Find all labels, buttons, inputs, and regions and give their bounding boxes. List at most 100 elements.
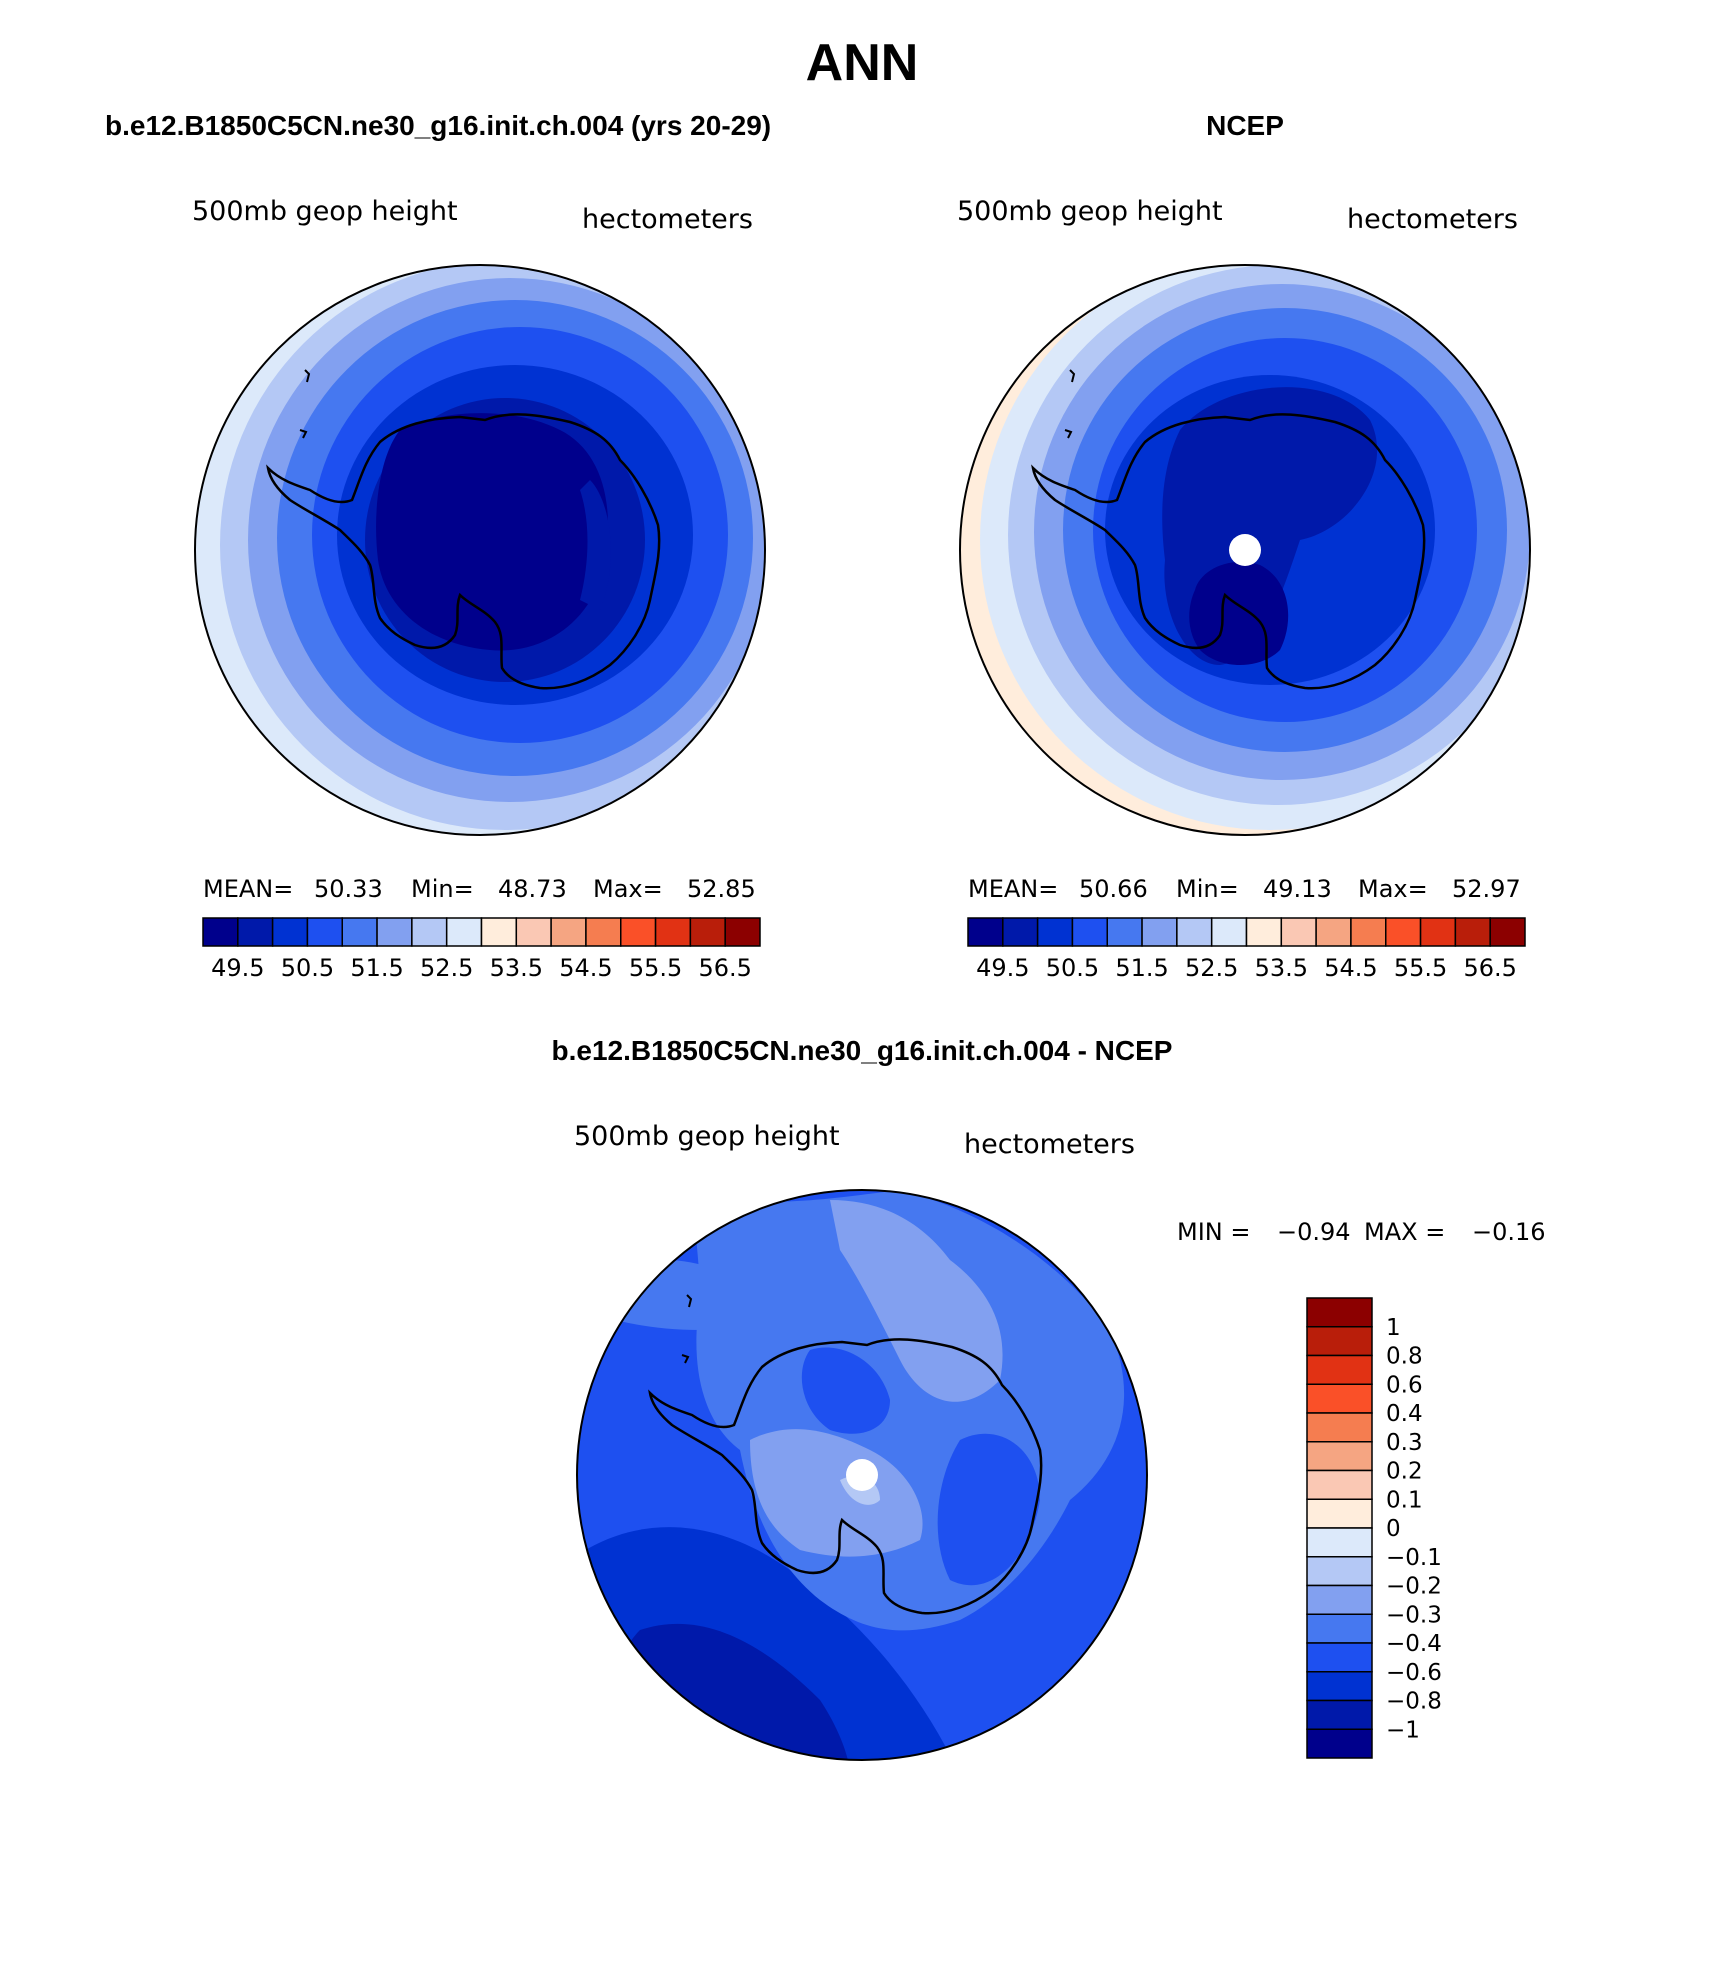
colorbar-box	[306, 917, 343, 947]
colorbar-tick-label: 0.3	[1386, 1430, 1423, 1456]
map-boundary	[576, 1189, 1148, 1761]
colorbar-tick-label: 0.4	[1386, 1401, 1423, 1427]
colorbar-box	[341, 917, 378, 947]
variable-label: 500mb geop height	[574, 1121, 840, 1152]
colorbar-box	[1306, 1441, 1373, 1472]
colorbar-tick-label: 51.5	[350, 954, 403, 982]
colorbar-box	[1071, 917, 1108, 947]
colorbar-tick-label: 55.5	[629, 954, 682, 982]
colorbar-tick-label: −1	[1386, 1717, 1420, 1743]
colorbar-box	[1350, 917, 1387, 947]
units-label: hectometers	[1347, 204, 1518, 235]
colorbar-box	[1306, 1412, 1373, 1443]
colorbar-box	[1210, 917, 1248, 947]
colorbar-labels: 1 0.80.6 0.4 0.3 0.20.1 0 −0.1 −0.2−0.3 −0.4 −0.6…	[1386, 1315, 1442, 1744]
colorbar-box	[1036, 917, 1074, 947]
min-label: MIN =	[1177, 1218, 1250, 1246]
colorbar-tick-label: 1	[1386, 1315, 1401, 1341]
colorbar-tick-label: 50.5	[1046, 954, 1099, 982]
mean-label: MEAN=	[203, 875, 293, 903]
colorbar-tick-label: −0.2	[1386, 1574, 1442, 1600]
colorbar-tick-label: −0.1	[1386, 1545, 1442, 1571]
min-value: −0.94	[1277, 1218, 1351, 1246]
colorbar-box	[1419, 917, 1457, 947]
min-value: 48.73	[498, 875, 567, 903]
panel-model: b.e12.B1850C5CN.ne30_g16.init.ch.004 (yr…	[105, 110, 771, 982]
max-label: MAX =	[1364, 1218, 1445, 1246]
min-value: 49.13	[1263, 875, 1332, 903]
colorbar-box	[237, 917, 274, 947]
colorbar-box	[967, 917, 1004, 947]
colorbar-box	[515, 917, 552, 947]
colorbar-tick-label: 0.8	[1386, 1344, 1423, 1370]
colorbar-box	[1306, 1728, 1373, 1759]
colorbar-box	[1141, 917, 1178, 947]
contour-map	[577, 1190, 1147, 1760]
colorbar-tick-label: 0	[1386, 1516, 1401, 1542]
colorbar-box	[1315, 917, 1352, 947]
colorbar-box	[1306, 1527, 1373, 1558]
contour-map	[195, 265, 765, 835]
colorbar-box	[689, 917, 726, 947]
island-coastline	[681, 1294, 693, 1364]
colorbar-box	[202, 917, 239, 947]
colorbar-box	[620, 917, 657, 947]
variable-label: 500mb geop height	[192, 196, 458, 227]
colorbar-tick-label: 55.5	[1394, 954, 1447, 982]
colorbar-tick-label: −0.4	[1386, 1631, 1442, 1657]
colorbar-box	[445, 917, 483, 947]
colorbar-tick-label: 56.5	[1463, 954, 1516, 982]
max-label: Max=	[593, 875, 663, 903]
colorbar-box	[1306, 1498, 1373, 1529]
max-label: Max=	[1358, 875, 1428, 903]
min-label: Min=	[411, 875, 474, 903]
colorbar-box	[1454, 917, 1491, 947]
colorbar-box	[1306, 1383, 1373, 1414]
max-value: −0.16	[1472, 1218, 1546, 1246]
colorbar-box	[1306, 1326, 1373, 1357]
colorbar-tick-label: 52.5	[1185, 954, 1238, 982]
colorbar-tick-label: 49.5	[211, 954, 264, 982]
max-value: 52.97	[1452, 875, 1521, 903]
colorbar-box	[1306, 1297, 1373, 1328]
panel-title: b.e12.B1850C5CN.ne30_g16.init.ch.004 - N…	[552, 1035, 1173, 1066]
mean-value: 50.66	[1079, 875, 1148, 903]
colorbar-tick-label: 53.5	[490, 954, 543, 982]
max-value: 52.85	[687, 875, 756, 903]
pole-missing-data	[846, 1459, 878, 1491]
units-label: hectometers	[582, 204, 753, 235]
units-label: hectometers	[964, 1129, 1135, 1160]
panel-title: NCEP	[1206, 110, 1284, 141]
colorbar-tick-label: −0.3	[1386, 1602, 1442, 1628]
mean-label: MEAN=	[968, 875, 1058, 903]
min-label: Min=	[1176, 875, 1239, 903]
colorbar-box	[654, 917, 692, 947]
colorbar-labels: 49.5 50.5 51.5 52.5 53.5 54.5 55.5 56.5	[211, 954, 752, 982]
colorbar-box	[1306, 1671, 1373, 1702]
colorbar-box	[1306, 1584, 1373, 1615]
colorbar-tick-label: −0.8	[1386, 1689, 1442, 1715]
colorbar-tick-label: 0.2	[1386, 1459, 1423, 1485]
colorbar-tick-label: 52.5	[420, 954, 473, 982]
colorbar-box	[585, 917, 622, 947]
panel-obs: NCEP 500mb geop height hectometers MEAN=…	[957, 110, 1531, 982]
colorbar-box	[1176, 917, 1213, 947]
panel-title: b.e12.B1850C5CN.ne30_g16.init.ch.004 (yr…	[105, 110, 771, 141]
map-boundary	[194, 264, 766, 836]
colorbar-box	[411, 917, 448, 947]
island-coastline	[299, 369, 311, 439]
colorbar-box	[1306, 1354, 1373, 1385]
colorbar-box	[1245, 917, 1283, 947]
colorbar-tick-label: 54.5	[1324, 954, 1377, 982]
colorbar-box	[1489, 917, 1526, 947]
colorbar-tick-label: 50.5	[281, 954, 334, 982]
colorbar-box	[1306, 1556, 1373, 1587]
colorbar-labels: 49.5 50.5 51.5 52.5 53.5 54.5 55.5 56.5	[976, 954, 1517, 982]
colorbar	[1306, 1297, 1373, 1759]
panel-diff: b.e12.B1850C5CN.ne30_g16.init.ch.004 - N…	[552, 1035, 1546, 1761]
colorbar-box	[1306, 1613, 1373, 1644]
pole-missing-data	[1229, 534, 1261, 566]
colorbar	[202, 917, 761, 947]
colorbar-box	[1306, 1642, 1373, 1673]
